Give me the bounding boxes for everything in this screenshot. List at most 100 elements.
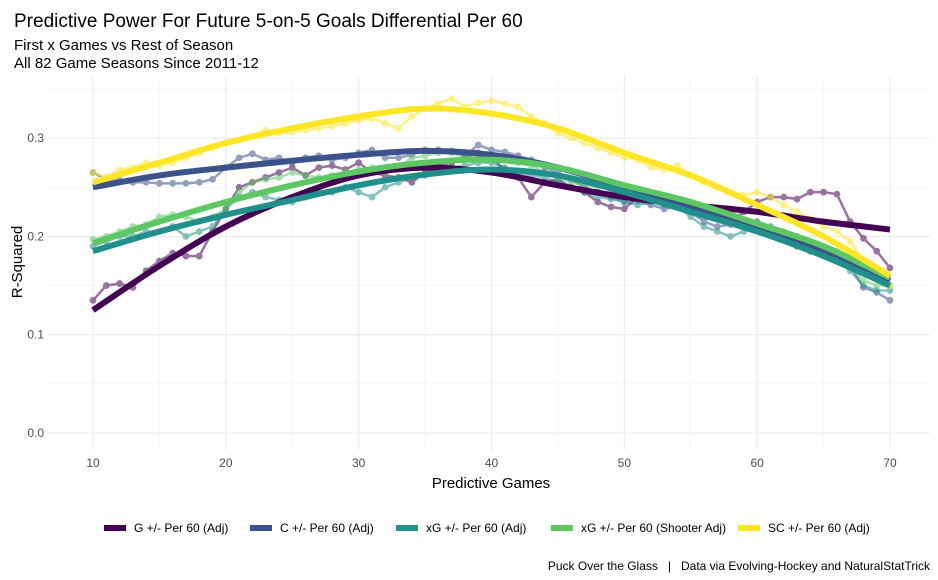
data-point xyxy=(302,172,309,179)
data-point xyxy=(833,228,841,235)
data-point xyxy=(222,205,230,213)
data-point xyxy=(381,183,389,191)
data-point xyxy=(873,287,881,294)
data-point xyxy=(235,188,243,196)
legend: G +/- Per 60 (Adj) C +/- Per 60 (Adj) xG +… xyxy=(104,521,870,535)
y-tick-label: 0.1 xyxy=(27,328,44,342)
y-tick-label: 0.2 xyxy=(27,229,44,243)
chart-subtitle-2: All 82 Game Seasons Since 2011-12 xyxy=(14,55,259,72)
data-point xyxy=(209,175,216,183)
data-point xyxy=(820,188,827,196)
data-point xyxy=(594,198,602,206)
smooth-line-2 xyxy=(92,166,892,289)
data-point xyxy=(381,119,389,127)
data-point xyxy=(368,193,376,201)
data-point xyxy=(860,282,867,289)
data-point xyxy=(501,100,509,108)
data-point xyxy=(328,162,336,170)
x-axis-label: Predictive Games xyxy=(432,475,550,492)
data-point xyxy=(780,201,788,209)
x-tick-label: 30 xyxy=(352,456,366,470)
data-point xyxy=(474,141,482,149)
data-point xyxy=(806,188,814,196)
data-point xyxy=(488,97,495,105)
data-point xyxy=(195,228,203,235)
chart-subtitle-1: First x Games vs Rest of Season xyxy=(14,37,233,54)
data-point xyxy=(700,218,708,226)
data-point xyxy=(355,188,363,196)
chart-title: Predictive Power For Future 5-on-5 Goals… xyxy=(14,11,523,32)
data-point xyxy=(116,280,123,287)
x-tick-label: 40 xyxy=(485,456,499,470)
data-point xyxy=(793,208,801,216)
data-point xyxy=(647,164,655,171)
data-point xyxy=(527,193,535,201)
smooth-series xyxy=(91,105,892,313)
data-point xyxy=(315,164,323,171)
data-point xyxy=(886,287,894,294)
data-point xyxy=(182,233,190,240)
legend-label: xG +/- Per 60 (Adj) xyxy=(426,521,526,535)
data-point xyxy=(182,252,190,260)
data-point xyxy=(860,277,867,285)
data-point xyxy=(328,122,336,130)
data-point xyxy=(634,201,642,209)
data-point xyxy=(474,99,482,107)
data-point xyxy=(235,154,243,162)
data-point xyxy=(727,233,734,240)
data-point xyxy=(873,247,881,255)
data-point xyxy=(408,154,416,162)
data-point xyxy=(235,183,243,191)
data-point xyxy=(355,159,363,167)
data-point xyxy=(262,175,270,183)
axis-ticks: 10 20 30 40 50 60 70 0.0 0.1 0.2 0.3 xyxy=(27,131,897,470)
data-point xyxy=(753,188,761,196)
legend-label: G +/- Per 60 (Adj) xyxy=(134,521,228,535)
data-point xyxy=(275,174,283,181)
data-point xyxy=(395,124,402,132)
data-point xyxy=(514,103,522,111)
data-point xyxy=(262,193,270,201)
smooth-line-3 xyxy=(92,156,892,281)
data-point xyxy=(209,223,216,230)
data-point xyxy=(195,252,203,260)
data-point xyxy=(408,178,416,186)
data-point xyxy=(102,282,110,289)
data-point xyxy=(395,154,402,162)
data-point xyxy=(249,178,256,186)
data-point xyxy=(182,179,190,187)
data-point xyxy=(886,264,894,272)
data-point xyxy=(713,223,721,230)
y-tick-label: 0.0 xyxy=(27,426,44,440)
x-tick-label: 70 xyxy=(883,456,897,470)
data-point xyxy=(169,179,177,187)
y-tick-label: 0.3 xyxy=(27,131,44,145)
data-point xyxy=(780,193,788,201)
legend-label: xG +/- Per 60 (Shooter Adj) xyxy=(581,521,726,535)
data-point xyxy=(607,203,615,211)
x-tick-label: 10 xyxy=(86,456,100,470)
legend-label: SC +/- Per 60 (Adj) xyxy=(768,521,870,535)
data-point xyxy=(448,95,456,103)
data-point xyxy=(89,169,97,176)
data-point xyxy=(767,193,774,201)
caption: Puck Over the Glass | Data via Evolving-… xyxy=(548,559,931,573)
data-point xyxy=(275,169,283,176)
data-point xyxy=(381,154,389,162)
data-point xyxy=(873,282,881,289)
x-tick-label: 60 xyxy=(750,456,764,470)
data-point xyxy=(288,164,296,171)
legend-label: C +/- Per 60 (Adj) xyxy=(280,521,374,535)
data-point xyxy=(886,296,894,304)
data-point xyxy=(249,150,256,158)
data-point xyxy=(700,223,708,230)
smooth-line-4 xyxy=(92,105,892,279)
data-point xyxy=(421,152,429,160)
grid xyxy=(48,76,930,450)
data-point xyxy=(408,113,416,120)
y-axis-label: R-Squared xyxy=(9,226,26,299)
data-point xyxy=(833,190,841,198)
data-point xyxy=(793,195,801,203)
data-point xyxy=(315,124,323,132)
